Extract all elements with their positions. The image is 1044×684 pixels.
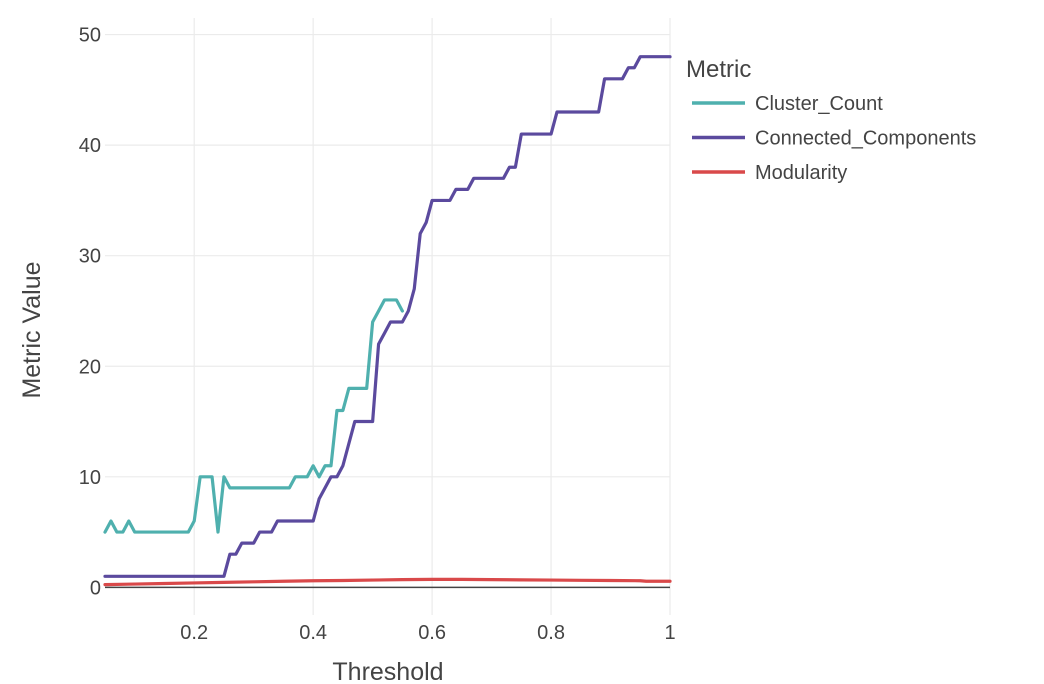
x-tick-label: 1 (664, 622, 675, 644)
series-lines (103, 55, 672, 587)
series-line-cluster-count (103, 298, 404, 534)
y-axis-ticks: 0 10 20 30 40 50 (79, 25, 101, 600)
series-line-connected-components (103, 55, 672, 578)
x-tick-label: 0.6 (418, 622, 446, 644)
x-tick-label: 0.2 (180, 622, 208, 644)
x-tick-label: 0.4 (299, 622, 327, 644)
x-tick-label: 0.8 (537, 622, 565, 644)
legend-items: Cluster_Count Connected_Components Modular… (692, 93, 976, 184)
x-axis-title: Threshold (332, 658, 443, 684)
legend: Metric Cluster_Count Connected_Components… (686, 56, 976, 184)
legend-item-cluster-count[interactable]: Cluster_Count (692, 93, 883, 115)
series-line-modularity (103, 577, 672, 587)
y-axis-title: Metric Value (18, 261, 46, 398)
y-tick-label: 20 (79, 356, 101, 378)
y-tick-label: 0 (90, 577, 101, 599)
gridlines (105, 18, 671, 615)
legend-label: Modularity (755, 162, 847, 184)
y-tick-label: 30 (79, 246, 101, 268)
y-tick-label: 10 (79, 467, 101, 489)
legend-item-modularity[interactable]: Modularity (692, 162, 847, 184)
x-axis-ticks: 0.2 0.4 0.6 0.8 1 (180, 622, 675, 644)
legend-item-connected-components[interactable]: Connected_Components (692, 128, 976, 150)
legend-title: Metric (686, 56, 751, 83)
legend-label: Connected_Components (755, 128, 976, 150)
y-tick-label: 50 (79, 25, 101, 47)
y-tick-label: 40 (79, 135, 101, 157)
legend-label: Cluster_Count (755, 93, 883, 115)
